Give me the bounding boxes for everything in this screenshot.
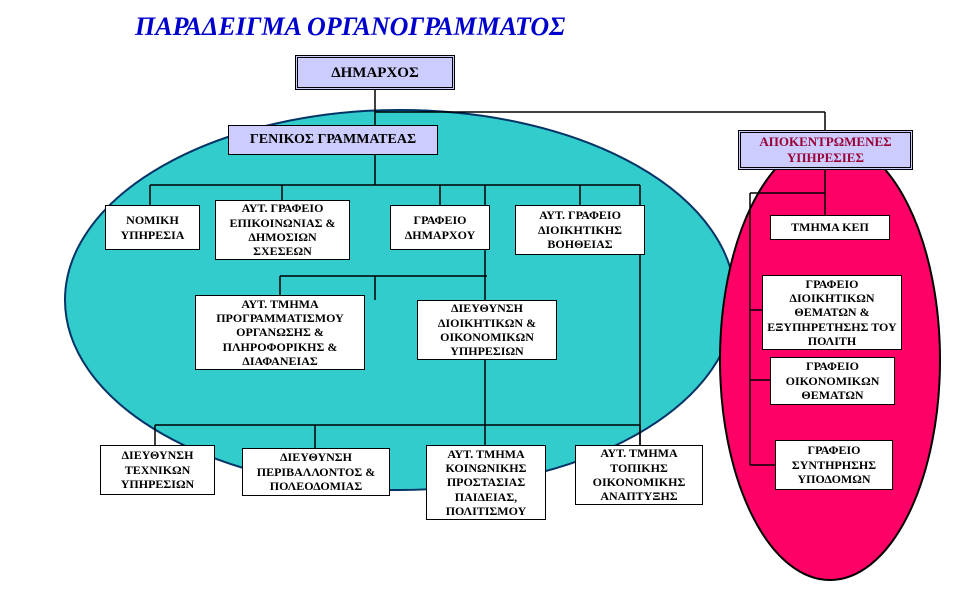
node-general-secretary: ΓΕΝΙΚΟΣ ΓΡΑΜΜΑΤΕΑΣ (228, 125, 438, 155)
node-decentralized: ΑΠΟΚΕΝΤΡΩΜΕΝΕΣ ΥΠΗΡΕΣΙΕΣ (738, 130, 913, 170)
node-social: ΑΥΤ. ΤΜΗΜΑ ΚΟΙΝΩΝΙΚΗΣ ΠΡΟΣΤΑΣΙΑΣ ΠΑΙΔΕΙΑ… (426, 445, 546, 520)
node-mayor: ΔΗΜΑΡΧΟΣ (295, 55, 455, 90)
page-title: ΠΑΡΑΔΕΙΓΜΑ ΟΡΓΑΝΟΓΡΑΜΜΑΤΟΣ (135, 12, 565, 42)
node-tech: ΔΙΕΥΘΥΝΣΗ ΤΕΧΝΙΚΩΝ ΥΠΗΡΕΣΙΩΝ (100, 445, 215, 495)
node-econ: ΓΡΑΦΕΙΟ ΟΙΚΟΝΟΜΙΚΩΝ ΘΕΜΑΤΩΝ (770, 357, 895, 405)
node-planning: ΑΥΤ. ΤΜΗΜΑ ΠΡΟΓΡΑΜΜΑΤΙΣΜΟΥ ΟΡΓΑΝΩΣΗΣ & Π… (195, 295, 365, 370)
node-admin-fin: ΔΙΕΥΘΥΝΣΗ ΔΙΟΙΚΗΤΙΚΩΝ & ΟΙΚΟΝΟΜΙΚΩΝ ΥΠΗΡ… (417, 300, 557, 360)
node-citizen: ΓΡΑΦΕΙΟ ΔΙΟΙΚΗΤΙΚΩΝ ΘΕΜΑΤΩΝ & ΕΞΥΠΗΡΕΤΗΣ… (762, 275, 902, 350)
node-local-dev: ΑΥΤ. ΤΜΗΜΑ ΤΟΠΙΚΗΣ ΟΙΚΟΝΟΜΙΚΗΣ ΑΝΑΠΤΥΞΗΣ (575, 445, 703, 505)
node-legal: ΝΟΜΙΚΗ ΥΠΗΡΕΣΙΑ (105, 205, 200, 250)
node-kep: ΤΜΗΜΑ ΚΕΠ (770, 215, 890, 240)
node-admin-help: ΑΥΤ. ΓΡΑΦΕΙΟ ΔΙΟΙΚΗΤΙΚΗΣ ΒΟΗΘΕΙΑΣ (515, 205, 645, 255)
node-env: ΔΙΕΥΘΥΝΣΗ ΠΕΡΙΒΑΛΛΟΝΤΟΣ & ΠΟΛΕΟΔΟΜΙΑΣ (242, 448, 390, 496)
node-pr: ΑΥΤ. ΓΡΑΦΕΙΟ ΕΠΙΚΟΙΝΩΝΙΑΣ & ΔΗΜΟΣΙΩΝ ΣΧΕ… (215, 200, 350, 260)
node-mayor-office: ΓΡΑΦΕΙΟ ΔΗΜΑΡΧΟΥ (390, 205, 490, 250)
node-maint: ΓΡΑΦΕΙΟ ΣΥΝΤΗΡΗΣΗΣ ΥΠΟΔΟΜΩΝ (775, 440, 893, 490)
